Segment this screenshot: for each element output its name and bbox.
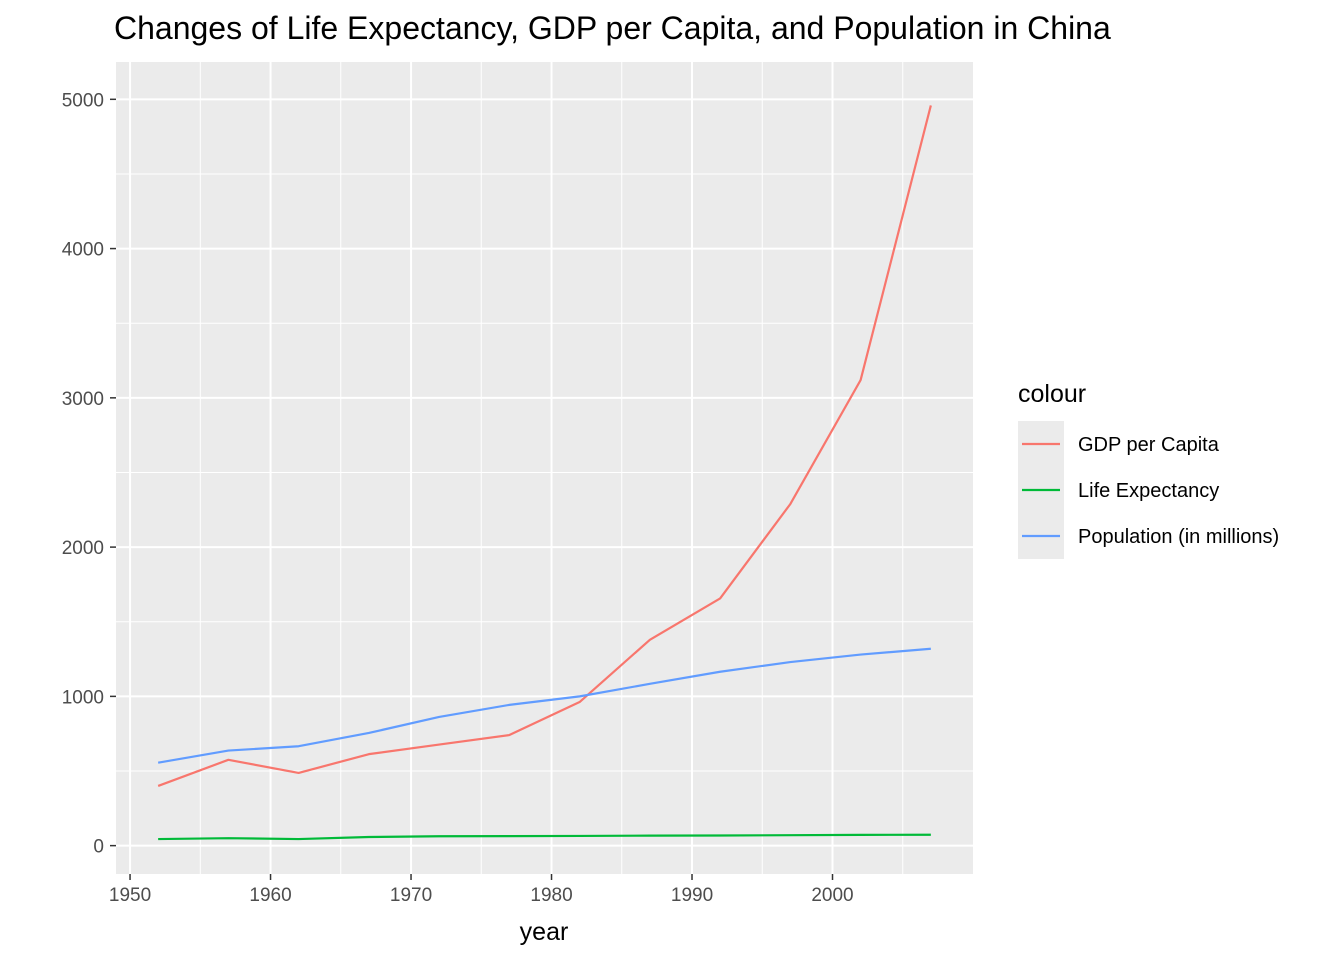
series-line-1 — [158, 833, 931, 841]
y-tick-label: 4000 — [62, 240, 104, 261]
x-tick-label: 1950 — [109, 885, 151, 906]
y-axis: 0 1000 2000 3000 4000 5000 — [62, 90, 116, 858]
y-tick-label: 2000 — [62, 538, 104, 559]
x-tick-label: 2000 — [811, 885, 853, 906]
x-axis-title: year — [520, 918, 569, 946]
y-tick-label: 0 — [93, 837, 104, 858]
x-tick-label: 1980 — [530, 885, 572, 906]
plot-panel — [116, 62, 973, 874]
x-tick-label: 1960 — [249, 885, 291, 906]
legend: colour GDP per Capita Life Expectancy Popu… — [1018, 380, 1279, 559]
legend-label-1: Life Expectancy — [1078, 480, 1219, 502]
legend-label-2: Population (in millions) — [1078, 526, 1279, 548]
grid-major — [116, 62, 973, 874]
x-axis: 1950 1960 1970 1980 1990 2000 — [109, 874, 854, 906]
series-lines — [157, 105, 932, 841]
legend-label-0: GDP per Capita — [1078, 434, 1220, 456]
legend-title: colour — [1018, 380, 1086, 408]
y-tick-label: 5000 — [62, 90, 104, 111]
x-tick-label: 1970 — [390, 885, 432, 906]
y-tick-label: 1000 — [62, 687, 104, 708]
x-tick-label: 1990 — [671, 885, 713, 906]
y-tick-label: 3000 — [62, 389, 104, 410]
grid-minor — [116, 62, 973, 874]
series-line-2 — [157, 647, 931, 764]
chart-title: Changes of Life Expectancy, GDP per Capi… — [114, 10, 1111, 46]
series-line-0 — [157, 105, 932, 787]
